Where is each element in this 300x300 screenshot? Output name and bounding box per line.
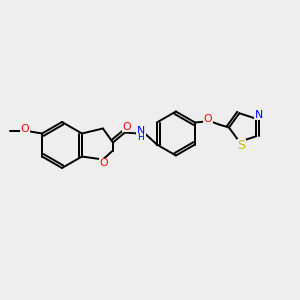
Text: H: H — [137, 133, 144, 142]
Text: S: S — [237, 139, 245, 152]
Text: O: O — [204, 115, 212, 124]
Text: N: N — [255, 110, 263, 120]
Text: O: O — [100, 158, 108, 169]
Text: O: O — [123, 122, 131, 131]
Text: N: N — [137, 127, 145, 136]
Text: O: O — [21, 124, 29, 134]
